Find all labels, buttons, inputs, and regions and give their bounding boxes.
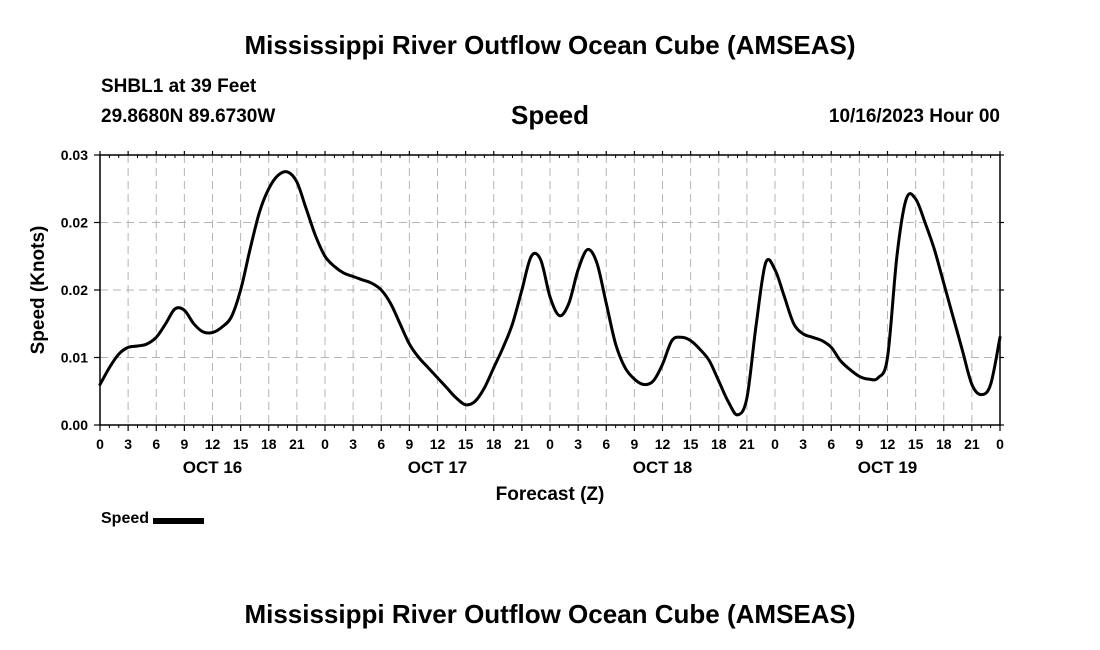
station-label: SHBL1 at 39 Feet — [101, 76, 257, 97]
x-tick-label: 9 — [855, 436, 863, 452]
x-tick-label: 3 — [349, 436, 357, 452]
x-tick-label: 0 — [321, 436, 329, 452]
x-tick-label: 18 — [711, 436, 727, 452]
x-tick-label: 12 — [880, 436, 896, 452]
x-tick-label: 9 — [405, 436, 413, 452]
day-label: OCT 18 — [633, 458, 693, 477]
chart-variable-title: Speed — [510, 100, 590, 130]
x-tick-label: 9 — [630, 436, 638, 452]
x-axis-label: Forecast (Z) — [496, 484, 605, 505]
x-tick-label: 21 — [289, 436, 305, 452]
x-tick-label: 12 — [655, 436, 671, 452]
x-tick-label: 6 — [827, 436, 835, 452]
x-tick-label: 18 — [261, 436, 277, 452]
coordinates-label: 29.8680N 89.6730W — [101, 106, 276, 127]
legend: Speed — [101, 510, 205, 528]
x-tick-label: 15 — [908, 436, 924, 452]
y-tick-label: 0.00 — [61, 417, 88, 433]
y-tick-label: 0.01 — [61, 350, 88, 366]
forecast-datetime: 10/16/2023 Hour 00 — [828, 106, 1000, 127]
x-tick-label: 3 — [574, 436, 582, 452]
legend-label: Speed — [101, 510, 150, 527]
x-tick-label: 21 — [514, 436, 530, 452]
x-tick-label: 12 — [430, 436, 446, 452]
x-tick-label: 18 — [486, 436, 502, 452]
footer-title: Mississippi River Outflow Ocean Cube (AM… — [244, 599, 856, 629]
legend-swatch — [153, 517, 205, 524]
x-tick-label: 3 — [799, 436, 807, 452]
chart-main-title: Mississippi River Outflow Ocean Cube (AM… — [244, 30, 856, 60]
x-tick-label: 0 — [96, 436, 104, 452]
series-layer — [98, 170, 1002, 417]
x-tick-label: 6 — [377, 436, 385, 452]
grid-layer — [100, 155, 1000, 425]
day-label: OCT 19 — [858, 458, 918, 477]
x-tick-label: 9 — [180, 436, 188, 452]
x-tick-label: 15 — [683, 436, 699, 452]
x-tick-label: 15 — [233, 436, 249, 452]
y-tick-label: 0.03 — [61, 147, 88, 163]
x-tick-label: 21 — [739, 436, 755, 452]
x-tick-label: 15 — [458, 436, 474, 452]
y-axis-label: Speed (Knots) — [28, 226, 49, 355]
x-tick-label: 12 — [205, 436, 221, 452]
day-label: OCT 17 — [408, 458, 468, 477]
y-tick-label: 0.02 — [61, 215, 88, 231]
x-tick-label: 21 — [964, 436, 980, 452]
speed-series-line — [98, 170, 1002, 417]
x-tick-label: 0 — [996, 436, 1004, 452]
x-tick-label: 3 — [124, 436, 132, 452]
x-tick-label: 6 — [152, 436, 160, 452]
day-label: OCT 16 — [183, 458, 243, 477]
tick-layer: 0 3 6 9 12 15 18 21 0 3 6 9 12 15 18 21 0 3 6 9 12 15 18 21 0 3 6 9… — [61, 147, 1004, 477]
x-tick-label: 18 — [936, 436, 952, 452]
y-tick-label: 0.02 — [61, 282, 88, 298]
x-tick-label: 0 — [546, 436, 554, 452]
x-tick-label: 0 — [771, 436, 779, 452]
x-tick-label: 6 — [602, 436, 610, 452]
